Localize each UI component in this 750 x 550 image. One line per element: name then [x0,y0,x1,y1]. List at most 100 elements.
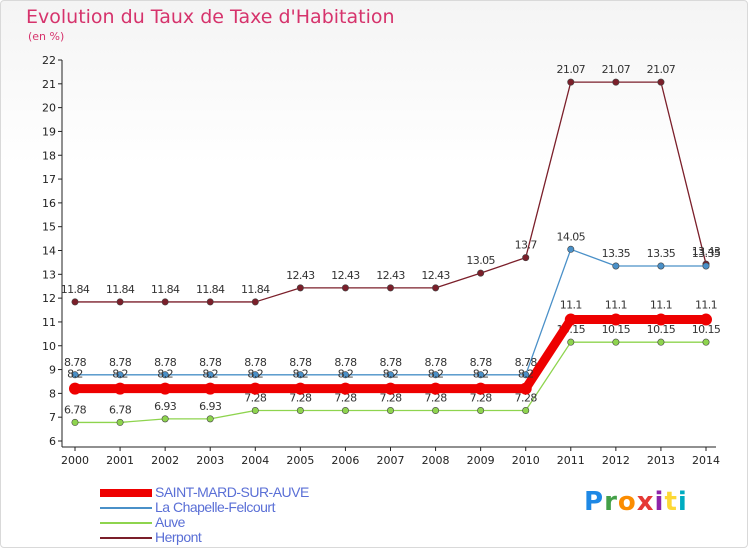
y-tick-label: 11 [42,316,56,329]
data-label-saint-mard-sur-auve: 8.2 [112,368,128,381]
legend-label: SAINT-MARD-SUR-AUVE [155,484,309,500]
proxiti-logo: Proxiti [584,487,688,517]
y-tick-label: 8 [49,387,56,400]
data-label-saint-mard-sur-auve: 8.2 [157,368,173,381]
data-point-herpont [386,284,394,292]
data-point-saint-mard-sur-auve [474,382,487,395]
y-tick-label: 7 [49,411,56,424]
data-label-herpont: 13.7 [515,239,538,252]
legend-label: Herpont [155,529,202,545]
data-point-saint-mard-sur-auve [249,382,262,395]
data-label-saint-mard-sur-auve: 8.2 [338,368,354,381]
data-label-la-chapelle-felcourt: 8.78 [289,356,312,369]
data-label-la-chapelle-felcourt: 8.78 [425,356,448,369]
data-point-la-chapelle-felcourt [657,262,665,270]
data-point-la-chapelle-felcourt [251,371,259,379]
logo-letter: x [636,487,655,517]
data-point-saint-mard-sur-auve [519,382,532,395]
x-tick-label: 2010 [512,454,540,467]
data-point-saint-mard-sur-auve [429,382,442,395]
y-tick-label: 13 [42,268,56,281]
chart-title: Evolution du Taux de Taxe d'Habitation [26,6,395,28]
data-point-la-chapelle-felcourt [116,371,124,379]
data-label-herpont: 11.84 [241,283,270,296]
y-tick-label: 14 [42,245,56,258]
data-label-saint-mard-sur-auve: 11.1 [695,299,717,312]
data-label-la-chapelle-felcourt: 8.78 [334,356,357,369]
x-tick-label: 2008 [422,454,450,467]
x-tick-label: 2007 [377,454,405,467]
data-point-herpont [567,78,575,86]
data-point-auve [432,407,440,415]
data-label-saint-mard-sur-auve: 11.1 [560,299,582,312]
y-tick-label: 20 [42,102,56,115]
x-tick-label: 2002 [151,454,179,467]
x-tick-label: 2012 [602,454,630,467]
data-label-saint-mard-sur-auve: 11.1 [650,299,672,312]
data-point-herpont [116,298,124,306]
logo-letter: i [654,487,665,517]
y-tick-label: 9 [49,364,56,377]
legend-label: La Chapelle-Felcourt [155,499,275,515]
data-point-herpont [612,78,620,86]
data-point-auve [341,407,349,415]
data-label-la-chapelle-felcourt: 13.35 [692,247,721,260]
data-point-auve [522,407,530,415]
x-tick-label: 2013 [647,454,675,467]
data-label-herpont: 13.05 [466,254,495,267]
data-label-herpont: 11.84 [196,283,225,296]
x-tick-label: 2004 [241,454,269,467]
data-point-saint-mard-sur-auve [654,313,667,326]
x-tick-label: 2011 [557,454,585,467]
data-point-herpont [522,254,530,262]
x-tick-label: 2000 [61,454,89,467]
data-label-auve: 7.28 [334,392,357,405]
data-label-la-chapelle-felcourt: 13.35 [647,247,676,260]
data-label-la-chapelle-felcourt: 8.78 [64,356,87,369]
data-label-herpont: 11.84 [151,283,180,296]
data-label-saint-mard-sur-auve: 11.1 [605,299,627,312]
data-point-auve [206,415,214,423]
data-point-la-chapelle-felcourt [477,371,485,379]
data-label-herpont: 21.07 [557,63,586,76]
data-point-auve [161,415,169,423]
legend-swatch [100,522,152,524]
data-point-saint-mard-sur-auve [294,382,307,395]
x-tick-label: 2003 [196,454,224,467]
data-label-auve: 6.78 [64,403,87,416]
data-label-saint-mard-sur-auve: 8.2 [518,368,534,381]
legend-swatch [100,507,152,509]
data-label-la-chapelle-felcourt: 14.05 [557,230,586,243]
logo-letter: r [604,487,618,517]
data-point-saint-mard-sur-auve [564,313,577,326]
data-point-herpont [341,284,349,292]
y-tick-label: 15 [42,221,56,234]
y-tick-label: 22 [42,54,56,67]
data-point-herpont [251,298,259,306]
data-point-auve [702,338,710,346]
data-label-auve: 6.78 [109,403,132,416]
data-label-herpont: 12.43 [331,269,360,282]
data-label-la-chapelle-felcourt: 13.35 [602,247,631,260]
data-point-auve [386,407,394,415]
x-tick-label: 2009 [467,454,495,467]
data-point-saint-mard-sur-auve [159,382,172,395]
data-label-herpont: 11.84 [61,283,90,296]
data-label-la-chapelle-felcourt: 8.78 [244,356,267,369]
y-tick-label: 17 [42,173,56,186]
data-point-auve [71,418,79,426]
data-point-herpont [161,298,169,306]
data-label-la-chapelle-felcourt: 8.78 [154,356,177,369]
y-tick-label: 10 [42,340,56,353]
data-label-saint-mard-sur-auve: 8.2 [293,368,309,381]
data-label-saint-mard-sur-auve: 8.2 [428,368,444,381]
x-tick-label: 2014 [692,454,720,467]
logo-letter: o [617,487,637,517]
data-point-herpont [657,78,665,86]
data-point-saint-mard-sur-auve [339,382,352,395]
x-tick-label: 2001 [106,454,134,467]
data-point-la-chapelle-felcourt [702,262,710,270]
data-label-la-chapelle-felcourt: 8.78 [470,356,493,369]
logo-letter: P [584,487,605,517]
